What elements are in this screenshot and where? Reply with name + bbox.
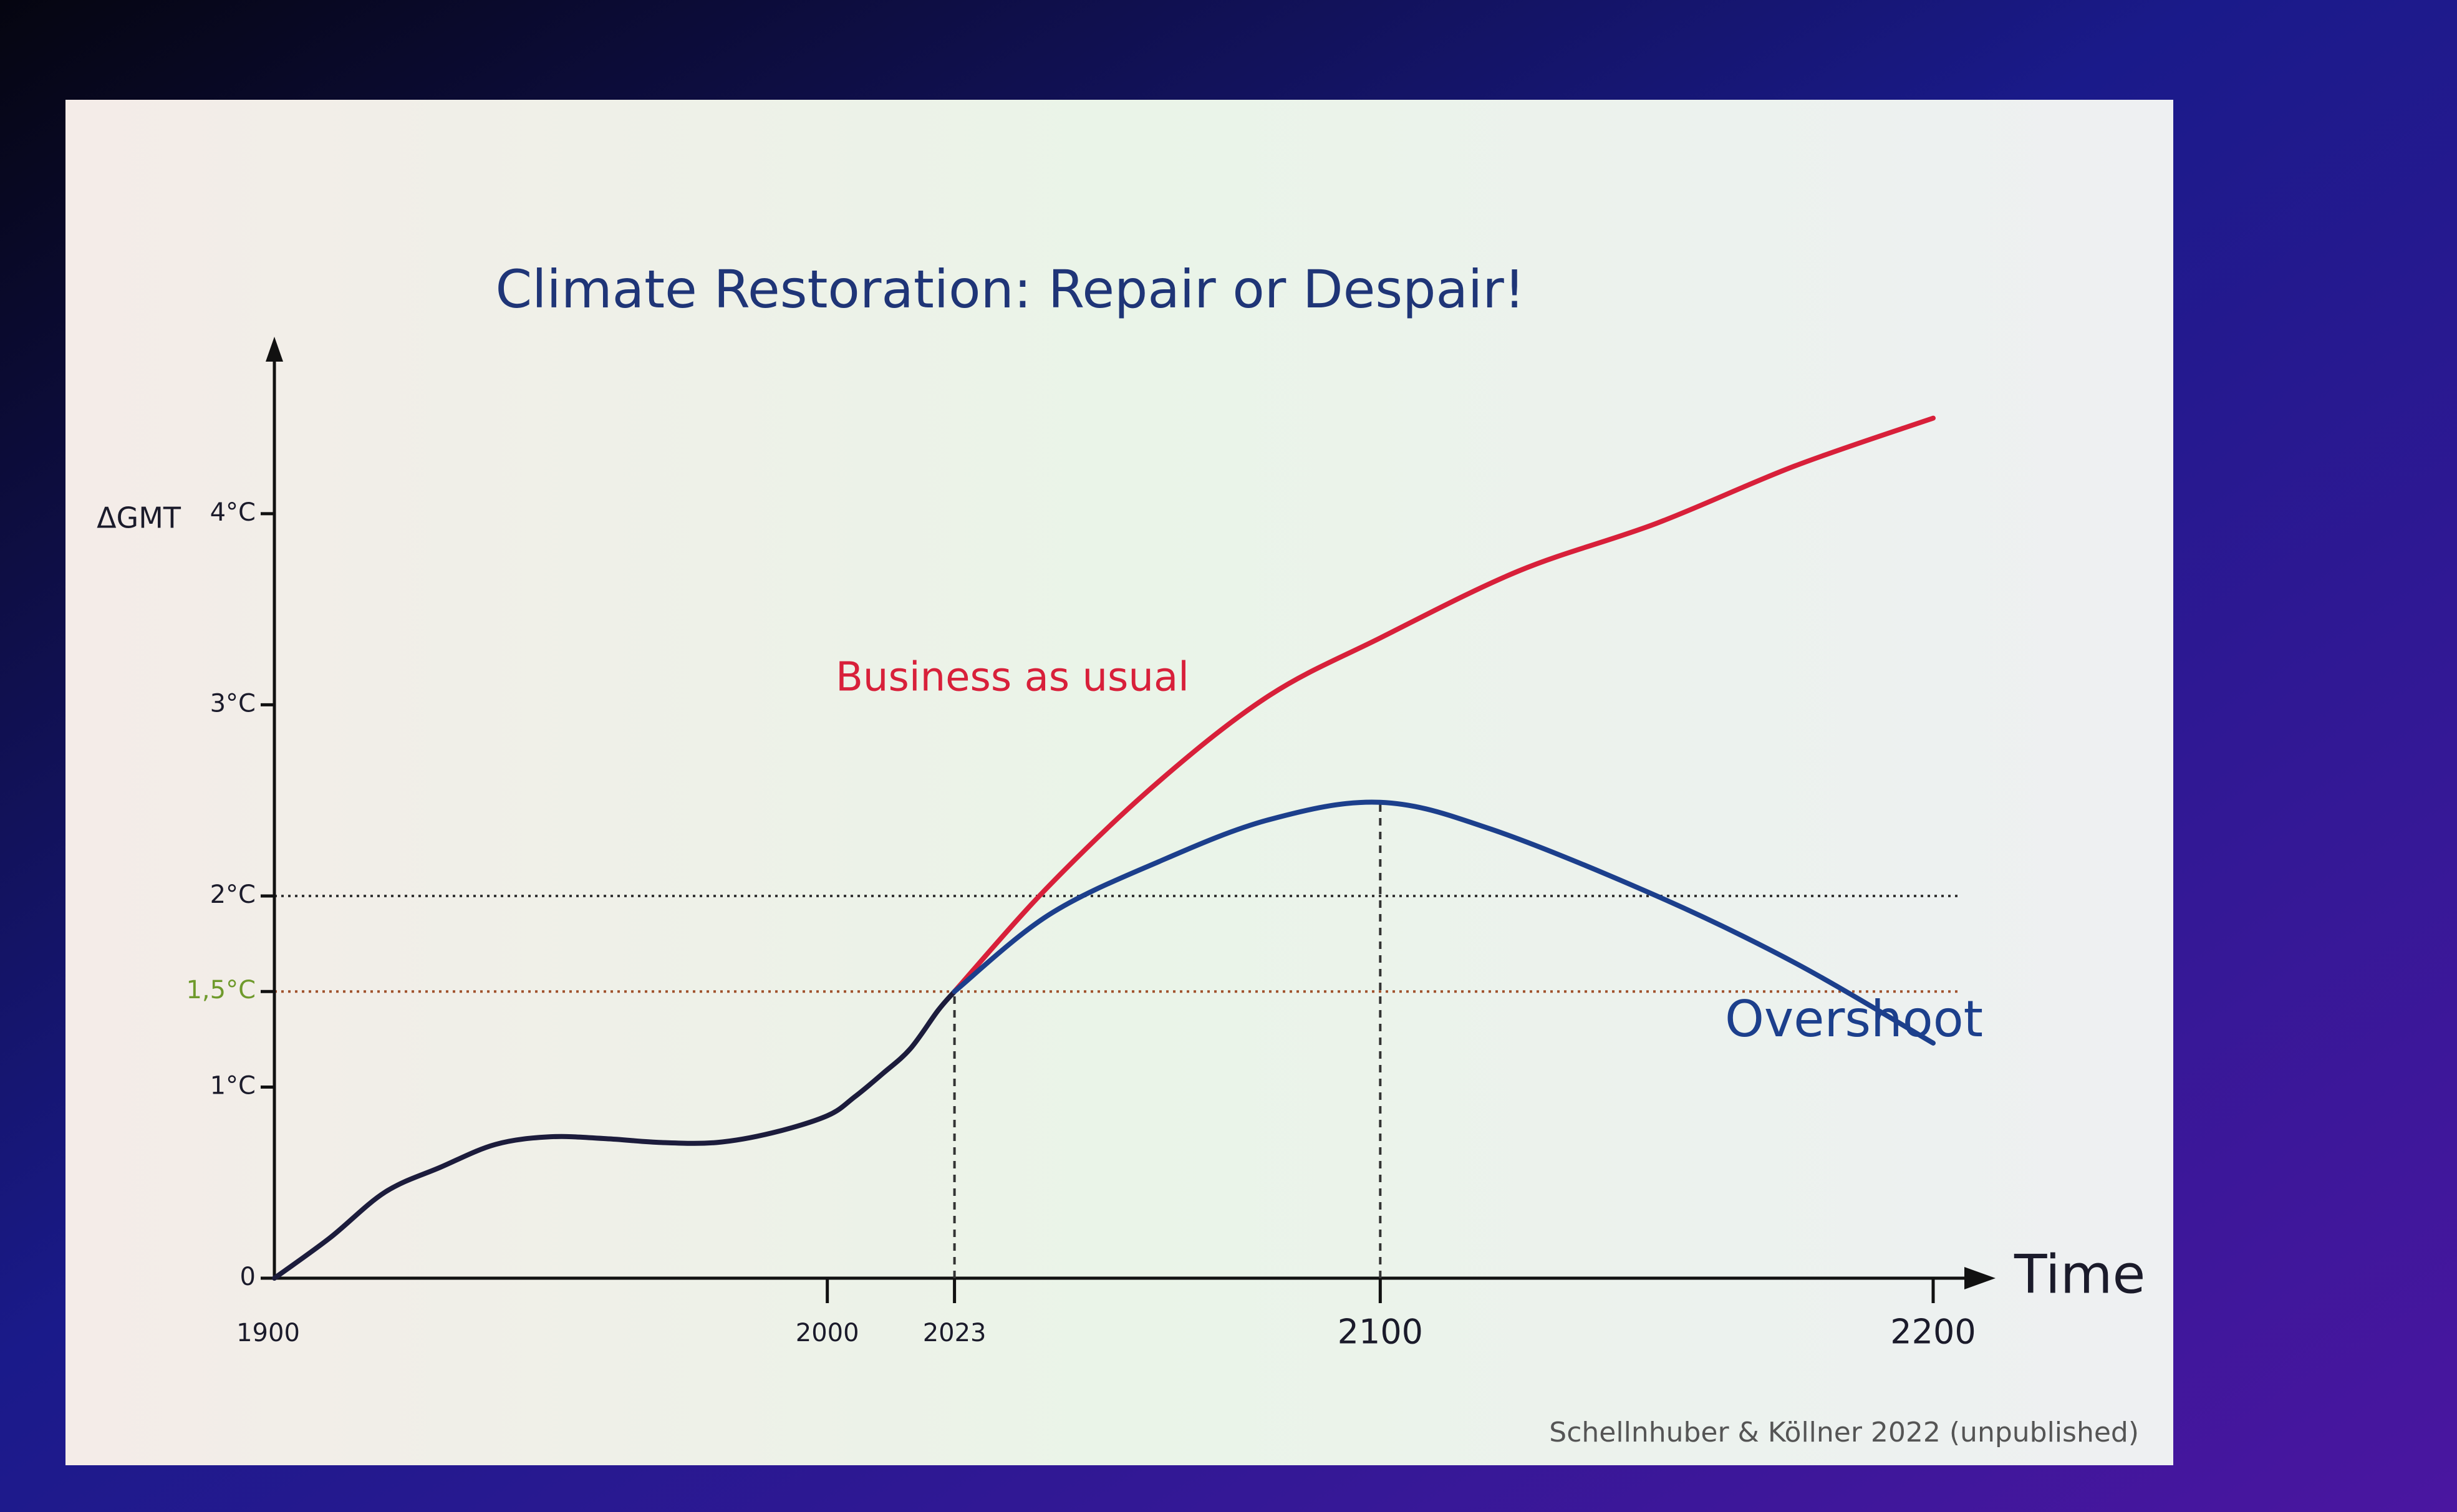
source: Schellnhuber & Köllner 2022 (unpublished… (1549, 1417, 2139, 1448)
x-tick-label: 2200 (1890, 1312, 1976, 1352)
y-axis-label: ΔGMT (97, 501, 181, 534)
x-tick-label: 1900 (236, 1319, 300, 1347)
y-tick-label: 4°C (210, 498, 256, 527)
series-label: Business as usual (836, 655, 1189, 701)
chart-title: Climate Restoration: Repair or Despair! (496, 259, 1525, 320)
x-tick-label: 2000 (796, 1319, 859, 1347)
x-axis-arrow (1964, 1267, 1996, 1289)
line (272, 989, 957, 1281)
x-tick-label: 2023 (923, 1319, 987, 1347)
y-tick-label: 1,5°C (186, 976, 256, 1004)
line (952, 799, 1936, 1046)
series-label: Overshoot (1725, 990, 1983, 1048)
y-tick-label: 0 (240, 1263, 256, 1291)
y-tick-label: 1°C (210, 1071, 256, 1100)
slide (65, 100, 2173, 1465)
x-axis-label: Time (2014, 1243, 2145, 1306)
y-tick-label: 3°C (210, 689, 256, 718)
line (952, 415, 1936, 994)
y-tick-label: 2°C (210, 880, 256, 909)
x-tick-label: 2100 (1338, 1312, 1423, 1352)
y-axis-arrow (266, 337, 283, 362)
